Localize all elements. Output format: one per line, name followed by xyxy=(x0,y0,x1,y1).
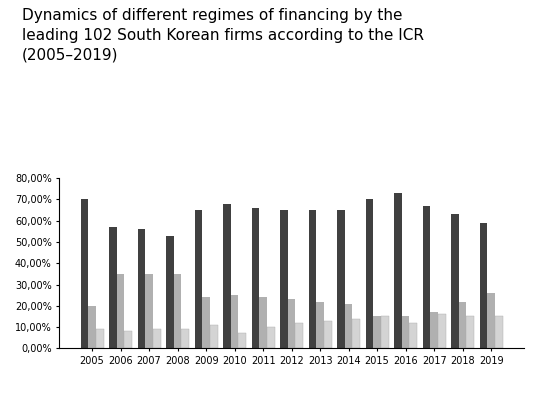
Bar xyxy=(366,199,373,348)
Bar xyxy=(124,331,132,348)
Bar xyxy=(181,329,189,348)
Bar xyxy=(252,208,259,348)
Bar xyxy=(324,321,332,348)
Bar xyxy=(166,236,174,348)
Bar xyxy=(210,325,218,348)
Bar xyxy=(145,274,153,348)
Bar xyxy=(337,210,345,348)
Bar xyxy=(80,199,88,348)
Bar xyxy=(394,193,402,348)
Bar xyxy=(202,297,210,348)
Bar xyxy=(308,210,316,348)
Bar xyxy=(259,297,267,348)
Bar xyxy=(451,214,459,348)
Bar xyxy=(430,312,438,348)
Bar xyxy=(280,210,288,348)
Bar xyxy=(109,227,117,348)
Bar xyxy=(373,316,381,348)
Bar xyxy=(467,316,474,348)
Bar xyxy=(223,204,231,348)
Bar xyxy=(381,316,389,348)
Bar xyxy=(174,274,181,348)
Bar xyxy=(288,299,295,348)
Legend: Хеджевой, Спекулятивный, Понци: Хеджевой, Спекулятивный, Понци xyxy=(170,401,413,405)
Bar xyxy=(96,329,104,348)
Bar xyxy=(353,318,360,348)
Bar xyxy=(194,210,202,348)
Bar xyxy=(487,293,495,348)
Bar xyxy=(423,206,430,348)
Text: Dynamics of different regimes of financing by the
leading 102 South Korean firms: Dynamics of different regimes of financi… xyxy=(22,8,423,63)
Bar xyxy=(295,323,303,348)
Bar xyxy=(153,329,160,348)
Bar xyxy=(316,301,324,348)
Bar xyxy=(402,316,409,348)
Bar xyxy=(480,223,487,348)
Bar xyxy=(138,229,145,348)
Bar xyxy=(495,316,503,348)
Bar xyxy=(267,327,275,348)
Bar xyxy=(239,333,246,348)
Bar xyxy=(231,295,239,348)
Bar xyxy=(409,323,417,348)
Bar xyxy=(345,304,353,348)
Bar xyxy=(117,274,124,348)
Bar xyxy=(459,301,467,348)
Bar xyxy=(88,306,96,348)
Bar xyxy=(438,314,446,348)
